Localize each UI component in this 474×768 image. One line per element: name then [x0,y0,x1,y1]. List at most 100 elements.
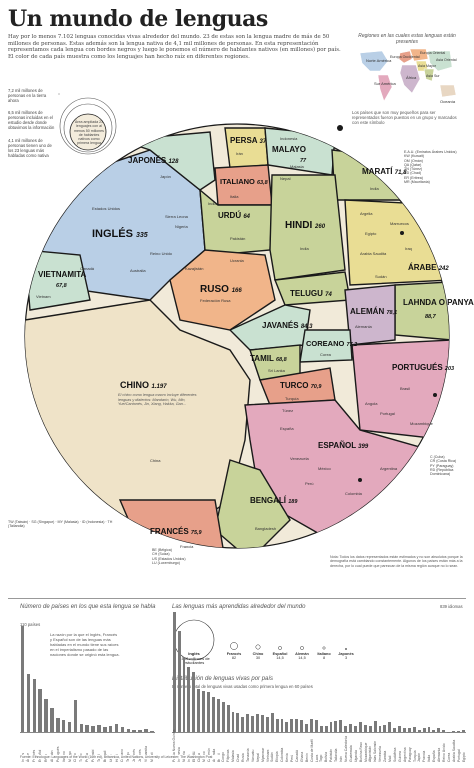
label-malayo: MALAYO [272,145,306,154]
regions-map-title: Regiones en las cuales estas lenguas est… [358,33,456,45]
abbrev-item: CH (Suiza) [152,552,170,557]
studied-item-label: Italiano 8 [312,652,336,661]
bar [67,722,72,732]
bar-chart-langs [172,612,466,733]
studied-item-label: Francés 82 [222,652,246,661]
bar-label: Burkina Faso [358,742,363,762]
bar-chart-langs-ymax: 839 idiomas [440,604,463,609]
bar-chart-langs-title: Distribución de lenguas vivas por país [172,676,274,682]
studied-item-value: 3 [344,656,348,661]
bar [192,671,196,732]
bar-chart-countries-note: La razón por la que el Inglés, Francés y… [50,632,120,657]
label-frances: FRANCÉS 75,9 [150,527,203,536]
region-label-asia-oriental: Asia Oriental [436,58,457,62]
scale-legend-d: Área ampliada 23 lenguajes con al menos … [74,120,104,146]
bar [452,730,455,732]
bar [85,725,89,732]
abbrev-item: KW (Kuwait) [404,154,424,159]
country-venezuela: Venezuela [290,456,309,461]
bar-label: Malí [388,755,393,762]
scale-legend-b: 6,5 mil millones de personas incluidas e… [8,110,55,130]
bar [246,713,250,732]
small-country-symbol-icon [337,125,343,131]
page-title: Un mundo de lenguas [8,6,268,32]
bar [417,729,421,732]
label-japones: JAPONÉS 128 [128,156,179,165]
country-pakistan: Pakistán [230,236,245,241]
bar-label: Etiopía [275,751,280,762]
bar [358,722,362,732]
bar [231,712,235,732]
country-iraq: Iraq [405,246,412,251]
label-aleman: ALEMÁN 78,1 [350,307,397,316]
language-circle-diagram: PERSA 37 MALAYO 77 JAPONÉS 128 ITALIANO … [24,123,474,549]
bar-label: Chad [236,753,241,762]
bar [422,728,426,732]
bar-label: Turquía [412,750,417,762]
label-italiano: ITALIANO 63,8 [220,177,269,186]
bar [61,720,66,732]
studied-item-label: Español 14,5 [268,652,292,661]
bar [177,630,181,732]
bar [388,722,392,732]
bar-label: Nueva Caledonia [343,735,348,762]
bar [437,728,441,732]
small-country-marker [433,393,437,397]
bar-label: Filipinas [226,749,231,762]
country-china: China [150,458,161,463]
country-indonesia: Indonesia [280,136,298,141]
studied-center-value: 1.500 millones de estudiantes [178,655,210,666]
studied-item-name: Chino [252,652,264,656]
bar [251,716,255,732]
divider [8,598,466,599]
abbrev-item: E.A.U. (Emiratos Árabes Unidos) [404,150,457,154]
studied-item-value: 82 [231,656,237,661]
bar [285,722,289,732]
studied-item-value: 8 [322,656,326,661]
bar-label: Guinea [397,751,402,762]
bar-label: Costa de Marfil [309,739,314,762]
bar [202,690,206,732]
bar-label: Vietnam [265,749,270,762]
bar-label: Laos [314,754,319,762]
bar-label: Irán [339,756,344,762]
bar-label: Tanzania [245,748,250,762]
region-label-africa: África [406,75,417,80]
country-nigeria: Nigeria [175,224,188,229]
bar-label: Sudáfrica [392,747,397,762]
label-espanol: ESPAÑOL 399 [318,441,369,450]
studied-item-name: Japonés [338,652,354,656]
bar [305,724,308,732]
bar-label: Paraguay [407,747,412,762]
bar [349,724,353,732]
abbrev-item: PY (Paraguay) [430,463,454,468]
bar [150,731,154,732]
region-label-asia-mayor: Asia Mayor [418,64,437,68]
bar [275,719,279,732]
label-portugues: PORTUGUÉS 203 [392,363,454,372]
bar-label: Arabia Saudita [451,739,456,762]
region-lahnda [394,281,449,341]
bar [73,700,78,732]
bar [265,716,269,732]
bar-label: Afganistán [368,745,373,762]
bar [407,728,411,732]
bar [144,729,148,732]
country-mozambique: Mozambique [410,421,434,426]
region-label-norte-america: Norte América [366,58,392,63]
country-brasil: Brasil [400,386,410,391]
studied-item-value: 14,5 [298,656,306,661]
bar-label: Vanuatu [250,749,255,762]
country-argelia: Argelia [360,211,373,216]
region-persa [224,127,269,169]
label-bengali: BENGALÍ 189 [250,496,298,505]
country-eeuu: Estados Unidos [92,206,120,211]
abbrev-item: CR (Costa Rica) [430,459,457,464]
studied-circle-chino [255,644,261,650]
studied-circle-espanol [278,646,282,650]
bar-label: Canadá [294,750,299,762]
bar-label: Corea [446,752,451,762]
country-iran: Irán [236,151,243,156]
abbrev-item: LU (Luxemburgo) [152,560,180,565]
bar-label: Argentina [402,747,407,762]
